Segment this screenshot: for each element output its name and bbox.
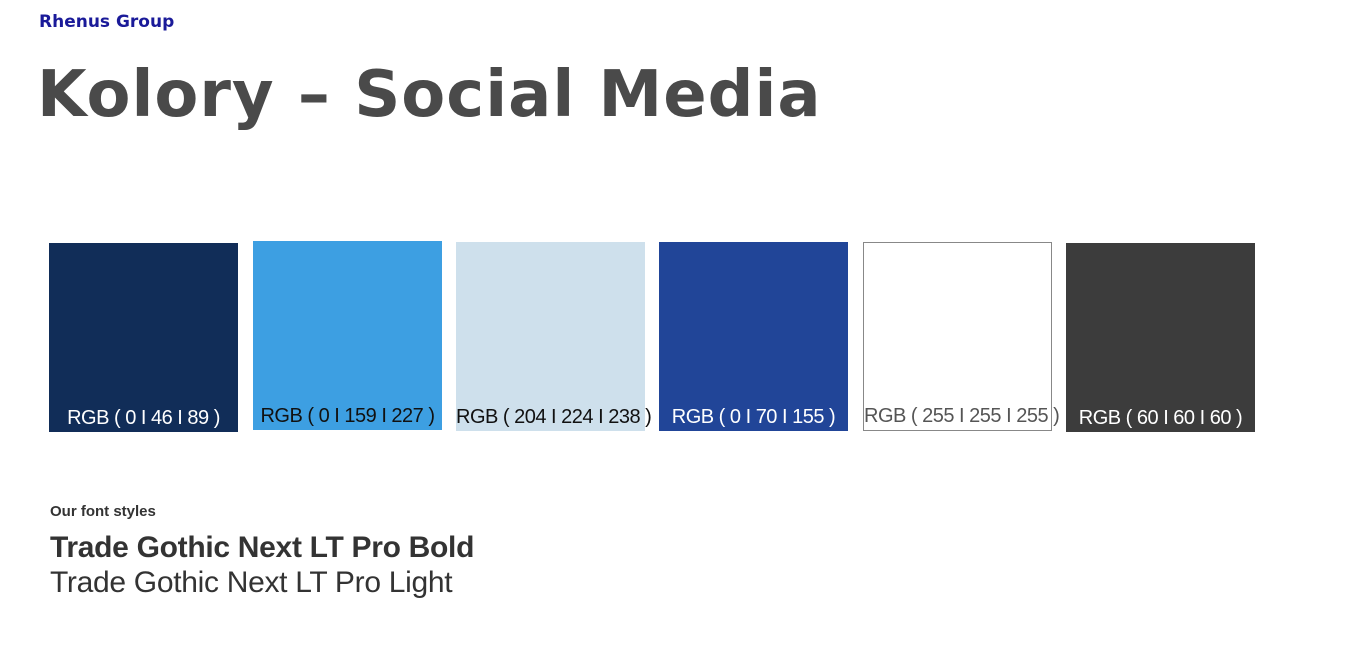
- font-sample-bold: Trade Gothic Next LT Pro Bold: [50, 531, 475, 564]
- font-styles-heading: Our font styles: [50, 503, 156, 520]
- color-swatch-royal-blue: RGB ( 0 I 70 I 155 ): [659, 242, 848, 431]
- swatch-label: RGB ( 0 I 70 I 155 ): [671, 406, 836, 428]
- swatch-label: RGB ( 204 I 224 I 238 ): [456, 406, 652, 428]
- color-swatch-sky-blue: RGB ( 0 I 159 I 227 ): [253, 241, 442, 430]
- color-swatch-navy: RGB ( 0 I 46 I 89 ): [49, 243, 238, 432]
- swatch-label: RGB ( 0 I 159 I 227 ): [260, 405, 435, 427]
- color-swatch-light-blue: RGB ( 204 I 224 I 238 ): [456, 242, 652, 431]
- font-sample-light: Trade Gothic Next LT Pro Light: [50, 566, 453, 599]
- brand-name: Rhenus Group: [39, 12, 175, 32]
- color-swatch-white: RGB ( 255 I 255 I 255 ): [863, 242, 1060, 431]
- swatch-label: RGB ( 0 I 46 I 89 ): [67, 407, 220, 429]
- page-title: Kolory – Social Media: [37, 58, 822, 132]
- color-swatch-dark-gray: RGB ( 60 I 60 I 60 ): [1066, 243, 1255, 432]
- swatch-label: RGB ( 255 I 255 I 255 ): [864, 405, 1060, 427]
- swatch-label: RGB ( 60 I 60 I 60 ): [1078, 407, 1243, 429]
